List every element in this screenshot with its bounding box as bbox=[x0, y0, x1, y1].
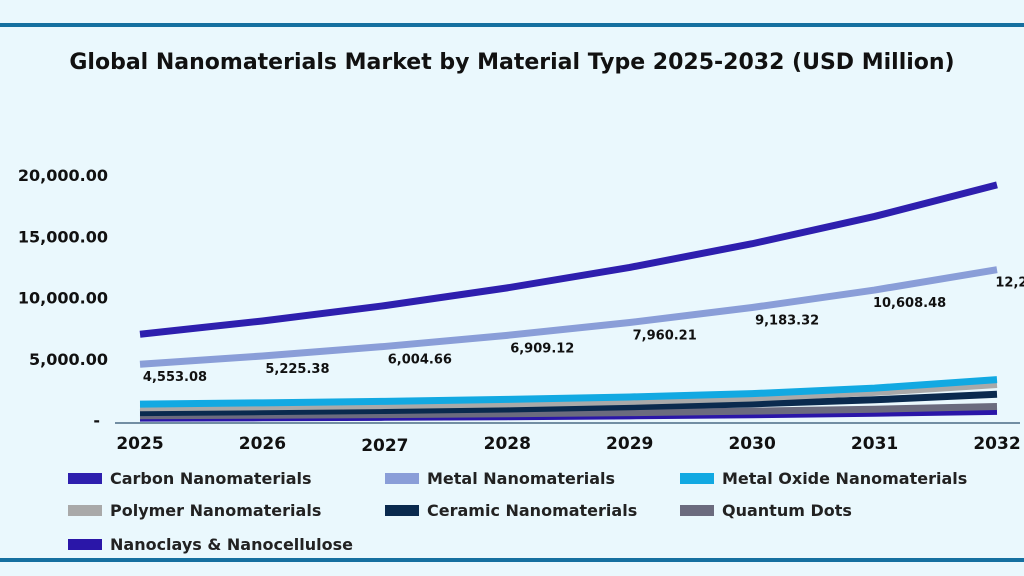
legend-swatch bbox=[385, 505, 419, 516]
legend-item: Polymer Nanomaterials bbox=[68, 501, 321, 520]
legend-label: Nanoclays & Nanocellulose bbox=[110, 535, 354, 554]
data-label: 5,225.38 bbox=[265, 362, 329, 377]
data-label: 9,183.32 bbox=[755, 314, 819, 329]
legend-label: Ceramic Nanomaterials bbox=[427, 501, 638, 520]
legend-swatch bbox=[385, 473, 419, 484]
data-label: 7,960.21 bbox=[633, 328, 697, 343]
series-line-quantum-dots bbox=[139, 403, 998, 420]
legend-label: Metal Nanomaterials bbox=[427, 469, 615, 488]
y-tick-label: 15,000.00 bbox=[18, 227, 108, 246]
legend-item: Ceramic Nanomaterials bbox=[385, 501, 637, 520]
series-line-metal-nanomaterials bbox=[139, 266, 998, 368]
legend-item: Nanoclays & Nanocellulose bbox=[68, 535, 353, 554]
legend-label: Carbon Nanomaterials bbox=[110, 469, 312, 488]
y-tick-label: 20,000.00 bbox=[18, 166, 108, 185]
legend-label: Quantum Dots bbox=[722, 501, 852, 520]
data-label: 6,004.66 bbox=[388, 352, 452, 367]
series-line-polymer-nanomaterials bbox=[139, 380, 998, 412]
series-line-metal-oxide-nanomaterials bbox=[139, 376, 998, 408]
x-tick-label: 2027 bbox=[361, 436, 408, 456]
legend-item: Metal Nanomaterials bbox=[385, 469, 615, 488]
x-tick-label: 2032 bbox=[973, 434, 1020, 454]
legend-swatch bbox=[68, 539, 102, 550]
y-tick-label: - bbox=[93, 411, 100, 430]
legend-swatch bbox=[68, 473, 102, 484]
data-label: 6,909.12 bbox=[510, 341, 574, 356]
data-label: 12,271.27 bbox=[995, 276, 1024, 291]
x-tick-label: 2029 bbox=[606, 434, 653, 454]
legend-swatch bbox=[68, 505, 102, 516]
chart-title: Global Nanomaterials Market by Material … bbox=[69, 50, 955, 75]
x-tick-label: 2030 bbox=[728, 434, 775, 454]
series-line-carbon-nanomaterials bbox=[139, 181, 998, 338]
x-tick-label: 2028 bbox=[484, 434, 531, 454]
data-label: 10,608.48 bbox=[873, 296, 946, 311]
x-tick-label: 2031 bbox=[851, 434, 898, 454]
legend-label: Metal Oxide Nanomaterials bbox=[722, 469, 968, 488]
y-tick-label: 10,000.00 bbox=[18, 289, 108, 308]
legend-item: Metal Oxide Nanomaterials bbox=[680, 469, 967, 488]
y-tick-label: 5,000.00 bbox=[29, 350, 108, 369]
x-tick-label: 2025 bbox=[116, 434, 163, 454]
series-line-ceramic-nanomaterials bbox=[139, 390, 998, 417]
top-rule bbox=[0, 23, 1024, 27]
legend-swatch bbox=[680, 505, 714, 516]
data-label: 4,553.08 bbox=[143, 370, 207, 385]
legend-swatch bbox=[680, 473, 714, 484]
legend-item: Carbon Nanomaterials bbox=[68, 469, 312, 488]
legend-label: Polymer Nanomaterials bbox=[110, 501, 322, 520]
legend-item: Quantum Dots bbox=[680, 501, 852, 520]
x-tick-label: 2026 bbox=[239, 434, 286, 454]
bottom-rule bbox=[0, 558, 1024, 562]
